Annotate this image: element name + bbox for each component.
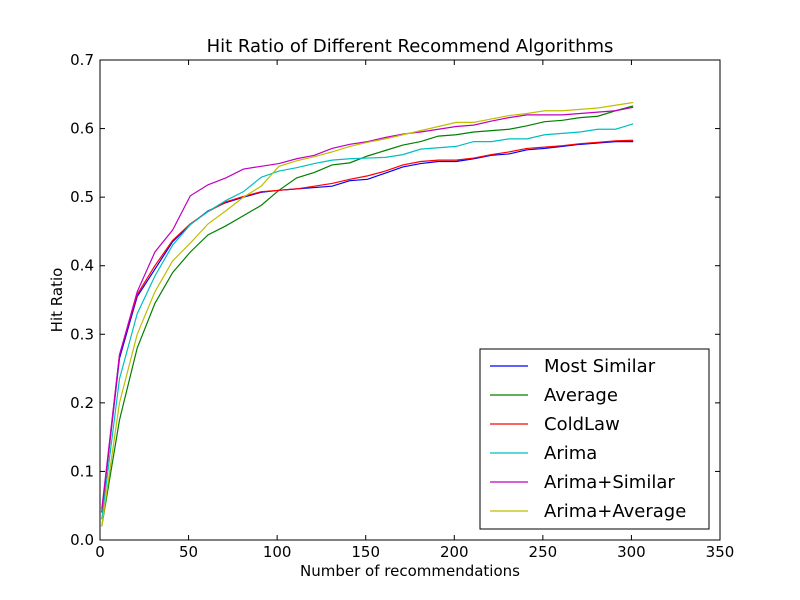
x-tick-label: 250 bbox=[529, 543, 558, 561]
y-tick-label: 0.0 bbox=[70, 531, 94, 549]
axes-frame bbox=[99, 59, 721, 541]
x-axis-label: Number of recommendations bbox=[300, 562, 520, 580]
legend-entry-label: Average bbox=[544, 385, 618, 406]
y-tick-label: 0.4 bbox=[70, 257, 94, 275]
x-tick-label: 350 bbox=[706, 543, 735, 561]
y-tick-label: 0.5 bbox=[70, 188, 94, 206]
series-line-4 bbox=[101, 106, 634, 510]
legend: Most Similar Average ColdLaw Arima Arima+Sim… bbox=[479, 348, 710, 530]
x-tick-label: 200 bbox=[440, 543, 469, 561]
x-tick-label: 0 bbox=[95, 543, 105, 561]
chart-title: Hit Ratio of Different Recommend Algorit… bbox=[207, 36, 614, 57]
legend-box bbox=[479, 348, 710, 530]
y-tick-label: 0.2 bbox=[70, 394, 94, 412]
x-tick-label: 50 bbox=[179, 543, 198, 561]
y-tick-label: 0.7 bbox=[70, 51, 94, 69]
legend-entry-label: ColdLaw bbox=[544, 414, 620, 435]
y-axis-label: Hit Ratio bbox=[48, 268, 66, 333]
series-line-5 bbox=[101, 101, 634, 527]
x-tick-label: 150 bbox=[351, 543, 380, 561]
series-line-3 bbox=[101, 123, 634, 520]
y-tick-label: 0.1 bbox=[70, 462, 94, 480]
legend-entry-label: Arima+Average bbox=[544, 501, 686, 522]
y-tick-label: 0.6 bbox=[70, 120, 94, 138]
legend-entry-label: Arima+Similar bbox=[544, 472, 675, 493]
series-line-1 bbox=[101, 105, 634, 527]
legend-entry-label: Arima bbox=[544, 443, 597, 464]
plot-area: 0 50 100 150 200 250 300 350 0.0 0.1 0.2 0.3 0.4 0.5 0… bbox=[70, 51, 734, 561]
legend-entry-label: Most Similar bbox=[544, 356, 656, 377]
x-tick-label: 100 bbox=[263, 543, 292, 561]
y-tick-label: 0.3 bbox=[70, 325, 94, 343]
x-tick-label: 300 bbox=[617, 543, 646, 561]
